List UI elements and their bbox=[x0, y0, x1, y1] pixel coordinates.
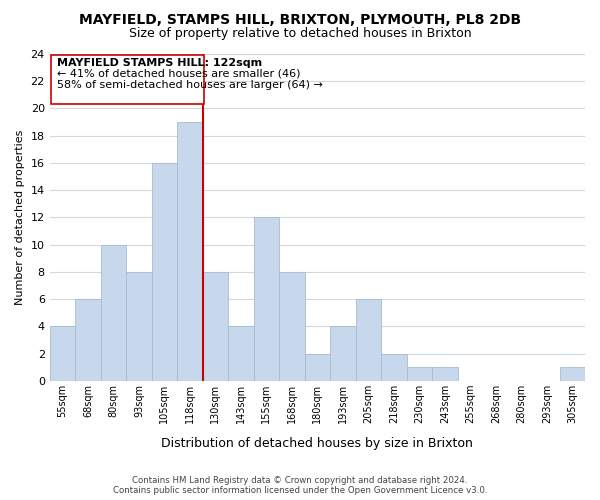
X-axis label: Distribution of detached houses by size in Brixton: Distribution of detached houses by size … bbox=[161, 437, 473, 450]
Bar bbox=[126, 272, 152, 381]
Bar bbox=[356, 299, 381, 381]
Bar bbox=[228, 326, 254, 381]
Text: 58% of semi-detached houses are larger (64) →: 58% of semi-detached houses are larger (… bbox=[58, 80, 323, 90]
Bar bbox=[432, 367, 458, 381]
Text: ← 41% of detached houses are smaller (46): ← 41% of detached houses are smaller (46… bbox=[58, 69, 301, 79]
Bar bbox=[254, 218, 279, 381]
Text: Contains HM Land Registry data © Crown copyright and database right 2024.
Contai: Contains HM Land Registry data © Crown c… bbox=[113, 476, 487, 495]
Text: MAYFIELD, STAMPS HILL, BRIXTON, PLYMOUTH, PL8 2DB: MAYFIELD, STAMPS HILL, BRIXTON, PLYMOUTH… bbox=[79, 12, 521, 26]
FancyBboxPatch shape bbox=[51, 56, 204, 104]
Bar bbox=[560, 367, 585, 381]
Bar bbox=[152, 163, 177, 381]
Y-axis label: Number of detached properties: Number of detached properties bbox=[15, 130, 25, 305]
Bar bbox=[330, 326, 356, 381]
Bar bbox=[381, 354, 407, 381]
Text: Size of property relative to detached houses in Brixton: Size of property relative to detached ho… bbox=[128, 28, 472, 40]
Text: MAYFIELD STAMPS HILL: 122sqm: MAYFIELD STAMPS HILL: 122sqm bbox=[58, 58, 262, 68]
Bar bbox=[279, 272, 305, 381]
Bar bbox=[305, 354, 330, 381]
Bar bbox=[50, 326, 75, 381]
Bar bbox=[407, 367, 432, 381]
Bar bbox=[177, 122, 203, 381]
Bar bbox=[101, 244, 126, 381]
Bar bbox=[75, 299, 101, 381]
Bar bbox=[203, 272, 228, 381]
